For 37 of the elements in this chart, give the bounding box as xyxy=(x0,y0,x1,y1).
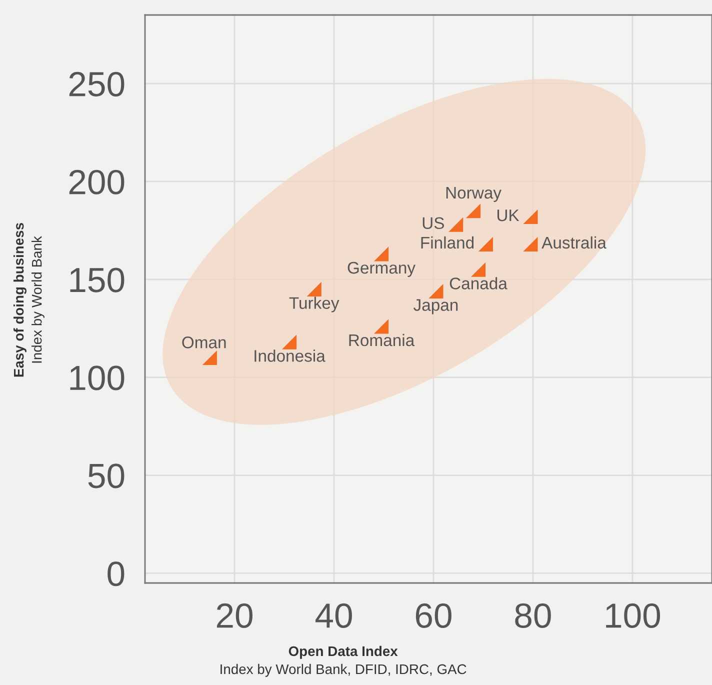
x-tick-label: 100 xyxy=(606,603,660,628)
point xyxy=(374,246,389,262)
point xyxy=(478,236,493,252)
y-tick-label: 100 xyxy=(70,366,124,390)
point xyxy=(470,262,486,277)
y-tick-label: 50 xyxy=(88,464,124,488)
series-label: Oman xyxy=(182,336,226,348)
x-tick-label: 40 xyxy=(315,603,352,628)
x-tick-label: 20 xyxy=(216,603,252,628)
point xyxy=(282,334,297,350)
series-label: Germany xyxy=(348,262,416,277)
series-label: UK xyxy=(497,210,520,222)
y-axis-title: Easy of doing business Index by World Bank xyxy=(13,223,44,377)
y-tick-label: 0 xyxy=(108,562,124,586)
series-label: Canada xyxy=(450,277,508,290)
y-tick-label: 150 xyxy=(70,268,124,292)
x-tick-label: 80 xyxy=(515,603,551,628)
series-label: Turkey xyxy=(289,296,340,312)
series-label: US xyxy=(422,217,444,230)
point xyxy=(202,350,217,366)
series-label: Romania xyxy=(349,334,415,346)
point xyxy=(523,236,538,252)
series-label: Japan xyxy=(414,299,458,314)
point xyxy=(466,204,481,218)
point xyxy=(428,284,444,298)
y-tick-label: 200 xyxy=(69,170,124,194)
x-tick-label: 60 xyxy=(416,603,452,628)
y-tick-label: 250 xyxy=(69,72,124,96)
point xyxy=(448,217,464,232)
point xyxy=(523,209,538,224)
series-label: Finland xyxy=(421,236,474,249)
series-label: Norway xyxy=(446,187,502,202)
x-axis-title: Open Data Index Index by World Bank, DFID, IDRC, GAC xyxy=(220,646,466,677)
point xyxy=(306,282,322,296)
series-label: Indonesia xyxy=(254,350,326,362)
series-label: Australia xyxy=(542,236,606,249)
point xyxy=(374,319,389,334)
